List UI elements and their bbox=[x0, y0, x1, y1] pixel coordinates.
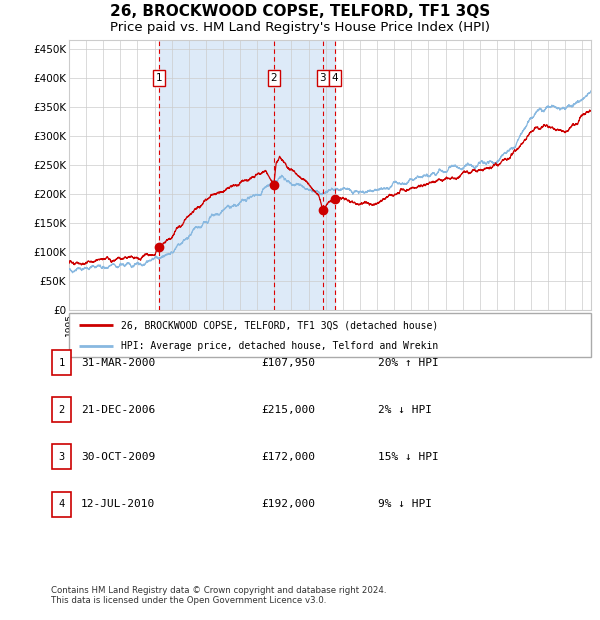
Text: 2% ↓ HPI: 2% ↓ HPI bbox=[378, 405, 432, 415]
Text: 12-JUL-2010: 12-JUL-2010 bbox=[81, 499, 155, 509]
Text: 2: 2 bbox=[271, 73, 277, 83]
Text: Price paid vs. HM Land Registry's House Price Index (HPI): Price paid vs. HM Land Registry's House … bbox=[110, 21, 490, 34]
Text: 4: 4 bbox=[58, 499, 65, 509]
Text: 3: 3 bbox=[58, 452, 65, 462]
Text: 30-OCT-2009: 30-OCT-2009 bbox=[81, 452, 155, 462]
Text: 3: 3 bbox=[319, 73, 326, 83]
Text: HPI: Average price, detached house, Telford and Wrekin: HPI: Average price, detached house, Telf… bbox=[121, 340, 439, 351]
FancyBboxPatch shape bbox=[69, 313, 591, 356]
Text: 1: 1 bbox=[155, 73, 162, 83]
Text: 15% ↓ HPI: 15% ↓ HPI bbox=[378, 452, 439, 462]
Text: 31-MAR-2000: 31-MAR-2000 bbox=[81, 358, 155, 368]
FancyBboxPatch shape bbox=[52, 397, 71, 422]
Text: 4: 4 bbox=[332, 73, 338, 83]
Text: 9% ↓ HPI: 9% ↓ HPI bbox=[378, 499, 432, 509]
FancyBboxPatch shape bbox=[52, 445, 71, 469]
Text: £172,000: £172,000 bbox=[261, 452, 315, 462]
Text: 1: 1 bbox=[58, 358, 65, 368]
FancyBboxPatch shape bbox=[52, 492, 71, 516]
Text: 2: 2 bbox=[58, 405, 65, 415]
Bar bbox=[159, 40, 335, 310]
Text: 26, BROCKWOOD COPSE, TELFORD, TF1 3QS: 26, BROCKWOOD COPSE, TELFORD, TF1 3QS bbox=[110, 4, 490, 19]
Text: Contains HM Land Registry data © Crown copyright and database right 2024.
This d: Contains HM Land Registry data © Crown c… bbox=[51, 586, 386, 605]
Text: £107,950: £107,950 bbox=[261, 358, 315, 368]
Text: £215,000: £215,000 bbox=[261, 405, 315, 415]
Text: 21-DEC-2006: 21-DEC-2006 bbox=[81, 405, 155, 415]
FancyBboxPatch shape bbox=[52, 350, 71, 375]
Text: 26, BROCKWOOD COPSE, TELFORD, TF1 3QS (detached house): 26, BROCKWOOD COPSE, TELFORD, TF1 3QS (d… bbox=[121, 321, 439, 330]
Text: 20% ↑ HPI: 20% ↑ HPI bbox=[378, 358, 439, 368]
Text: £192,000: £192,000 bbox=[261, 499, 315, 509]
